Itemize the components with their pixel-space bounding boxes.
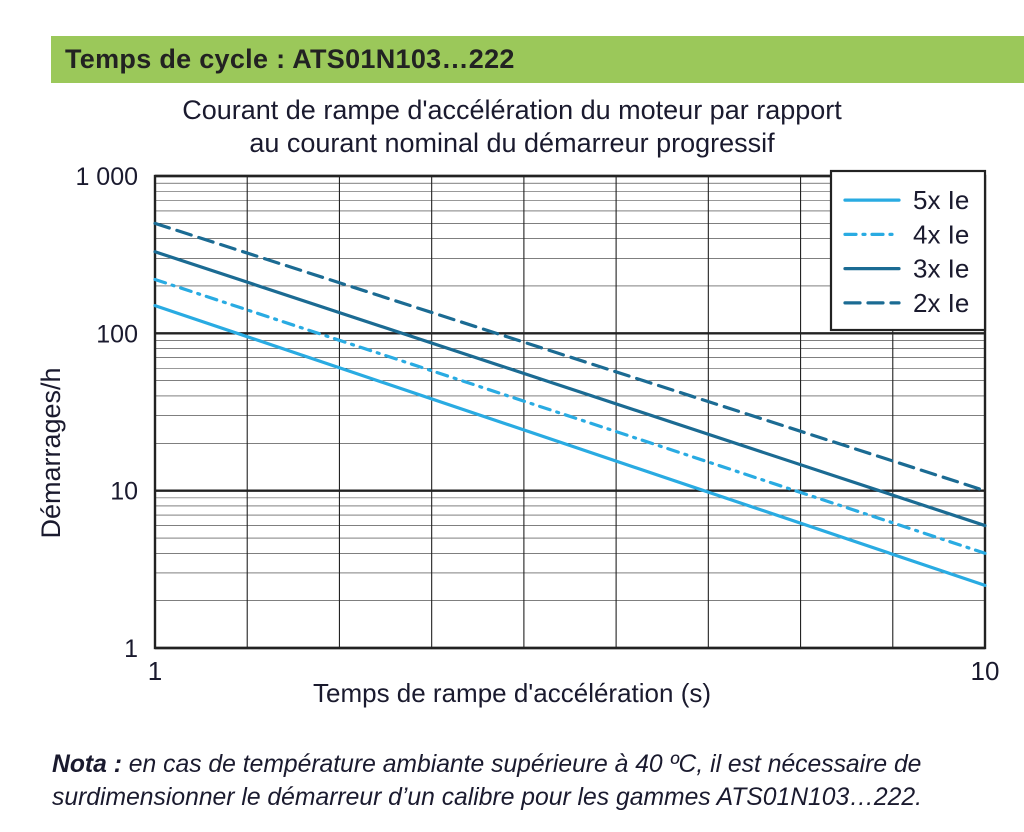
svg-text:10: 10 xyxy=(110,478,138,506)
svg-text:4x Ie: 4x Ie xyxy=(913,219,969,249)
svg-text:3x Ie: 3x Ie xyxy=(913,254,969,284)
svg-text:5x Ie: 5x Ie xyxy=(913,185,969,215)
svg-text:100: 100 xyxy=(96,320,138,348)
svg-text:1: 1 xyxy=(124,635,138,663)
svg-text:10: 10 xyxy=(971,656,1000,686)
svg-text:2x Ie: 2x Ie xyxy=(913,288,969,318)
svg-text:1: 1 xyxy=(148,656,162,686)
svg-text:1 000: 1 000 xyxy=(75,163,138,191)
